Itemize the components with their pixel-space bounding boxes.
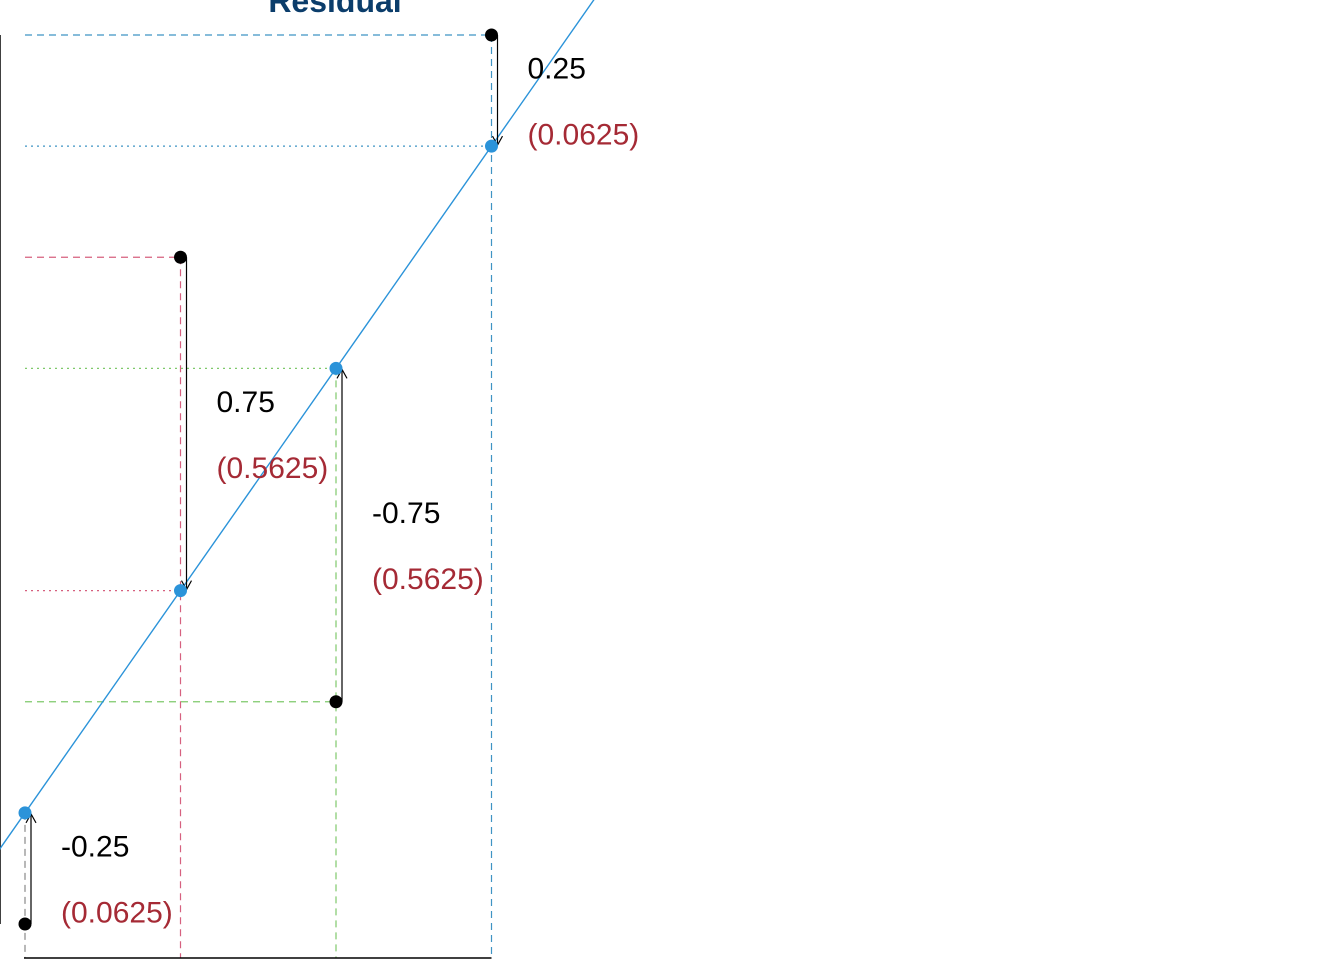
observed-point (485, 28, 498, 42)
fitted-point (329, 361, 343, 375)
data-points (18, 28, 498, 931)
residual-arrows (25, 35, 504, 924)
axes (0, 35, 492, 959)
squared-residual-label: (0.5625) (372, 563, 484, 596)
residual-value-label: -0.25 (61, 830, 129, 863)
observed-point (174, 250, 187, 264)
regression-line-group (0, 0, 595, 850)
fitted-point (174, 584, 187, 598)
residual-labels: -0.25 (0.0625) 0.75 (0.5625) -0.75 (0.5625) 0.… (61, 53, 639, 930)
squared-residual-label: (0.0625) (528, 119, 640, 152)
chart-title: Residual (268, 0, 401, 19)
squared-residual-label: (0.0625) (61, 896, 173, 929)
observed-point (18, 917, 32, 931)
squared-residual-label: (0.5625) (217, 452, 329, 485)
fitted-point (18, 806, 32, 820)
residual-value-label: -0.75 (372, 497, 440, 530)
regression-line (0, 0, 595, 850)
residual-value-label: 0.25 (528, 53, 586, 86)
residual-value-label: 0.75 (217, 386, 275, 419)
fitted-point (485, 139, 498, 153)
observed-point (329, 695, 343, 709)
guide-lines (24, 34, 493, 958)
